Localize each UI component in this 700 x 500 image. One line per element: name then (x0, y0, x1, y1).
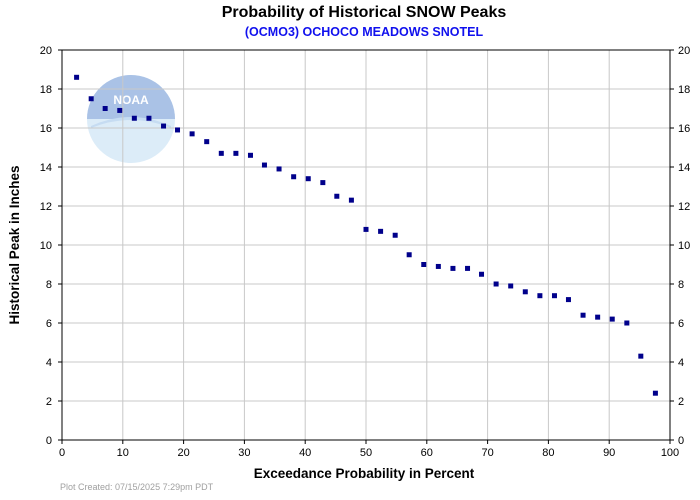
y-tick-label-right: 10 (678, 240, 690, 252)
data-point (102, 106, 108, 111)
data-point (161, 123, 167, 129)
data-point (551, 293, 557, 299)
x-tick-label: 60 (421, 447, 433, 459)
data-point (479, 271, 485, 277)
y-tick-label-right: 0 (678, 435, 684, 447)
data-point (305, 176, 311, 182)
x-tick-label: 90 (603, 447, 615, 459)
data-point (624, 320, 630, 326)
data-point (146, 115, 152, 121)
data-point (450, 265, 456, 271)
data-point (508, 283, 514, 289)
y-tick-label-left: 2 (46, 396, 52, 408)
x-tick-label: 30 (238, 447, 250, 459)
data-point (565, 297, 571, 303)
y-tick-label-right: 20 (678, 45, 690, 57)
plot-created-footer: Plot Created: 07/15/2025 7:29pm PDT (60, 482, 214, 492)
y-tick-label-left: 14 (40, 162, 52, 174)
data-point (74, 74, 80, 80)
y-tick-label-left: 8 (46, 279, 52, 291)
x-tick-label: 70 (481, 447, 493, 459)
data-point (363, 226, 369, 232)
data-point (247, 152, 253, 158)
y-tick-label-left: 12 (40, 201, 52, 213)
data-point (189, 131, 195, 137)
data-point (392, 232, 398, 238)
data-point (261, 162, 267, 168)
data-point (88, 96, 94, 102)
y-tick-label-right: 18 (678, 84, 690, 96)
data-point (131, 115, 137, 121)
data-point (609, 316, 615, 322)
y-tick-label-left: 0 (46, 435, 52, 447)
data-point (522, 289, 528, 295)
data-point (406, 252, 412, 258)
data-point (334, 193, 340, 199)
data-point (320, 180, 326, 186)
y-tick-label-left: 20 (40, 45, 52, 57)
x-tick-label: 80 (542, 447, 554, 459)
y-axis-label: Historical Peak in Inches (7, 165, 22, 324)
x-tick-label: 20 (177, 447, 189, 459)
data-point (233, 150, 239, 156)
data-point (348, 197, 354, 203)
y-tick-label-left: 16 (40, 123, 52, 135)
y-tick-label-right: 4 (678, 357, 684, 369)
data-point (638, 353, 644, 359)
y-tick-label-left: 10 (40, 240, 52, 252)
data-point (465, 265, 471, 271)
data-point (175, 127, 181, 133)
chart-title: Probability of Historical SNOW Peaks (222, 4, 507, 21)
x-axis-label: Exceedance Probability in Percent (254, 466, 475, 481)
x-tick-label: 40 (299, 447, 311, 459)
data-point (493, 281, 499, 287)
y-tick-label-left: 4 (46, 357, 52, 369)
data-point (595, 314, 601, 320)
y-tick-label-left: 18 (40, 84, 52, 96)
grid-lines (62, 50, 670, 440)
y-tick-label-right: 14 (678, 162, 690, 174)
y-tick-label-right: 8 (678, 279, 684, 291)
data-point (378, 228, 384, 234)
y-tick-label-right: 6 (678, 318, 684, 330)
chart-subtitle: (OCMO3) OCHOCO MEADOWS SNOTEL (245, 25, 484, 39)
y-tick-label-right: 12 (678, 201, 690, 213)
data-point (204, 139, 210, 145)
data-point (580, 312, 586, 318)
data-point (421, 262, 427, 267)
y-tick-label-right: 2 (678, 396, 684, 408)
data-point (652, 390, 658, 396)
noaa-logo-icon: NOAA (87, 75, 175, 163)
x-tick-label: 100 (661, 447, 679, 459)
data-point (276, 166, 282, 172)
data-point (218, 150, 224, 156)
data-point (291, 174, 297, 180)
noaa-logo-text: NOAA (113, 93, 149, 107)
y-tick-label-left: 6 (46, 318, 52, 330)
x-tick-label: 50 (360, 447, 372, 459)
data-point (117, 107, 123, 113)
x-tick-label: 0 (59, 447, 65, 459)
data-point (537, 293, 543, 299)
data-point (435, 263, 441, 269)
data-points (74, 74, 658, 396)
x-tick-label: 10 (117, 447, 129, 459)
y-tick-label-right: 16 (678, 123, 690, 135)
